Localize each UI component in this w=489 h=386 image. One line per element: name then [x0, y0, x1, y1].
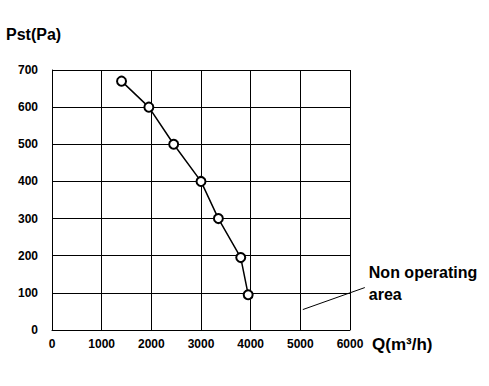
svg-text:Q(m³/h): Q(m³/h) — [372, 335, 432, 354]
svg-text:3000: 3000 — [188, 337, 215, 351]
svg-text:0: 0 — [49, 337, 56, 351]
svg-text:400: 400 — [18, 174, 38, 188]
svg-text:4000: 4000 — [237, 337, 264, 351]
svg-text:5000: 5000 — [287, 337, 314, 351]
svg-text:1000: 1000 — [88, 337, 115, 351]
svg-text:600: 600 — [18, 100, 38, 114]
svg-text:2000: 2000 — [138, 337, 165, 351]
svg-text:Pst(Pa): Pst(Pa) — [6, 26, 61, 43]
svg-text:300: 300 — [18, 212, 38, 226]
svg-text:500: 500 — [18, 137, 38, 151]
svg-text:6000: 6000 — [337, 337, 364, 351]
svg-text:Non operating: Non operating — [369, 264, 477, 281]
svg-text:0: 0 — [31, 323, 38, 337]
svg-text:100: 100 — [18, 286, 38, 300]
svg-text:200: 200 — [18, 249, 38, 263]
svg-text:area: area — [369, 286, 402, 303]
svg-text:700: 700 — [18, 63, 38, 77]
